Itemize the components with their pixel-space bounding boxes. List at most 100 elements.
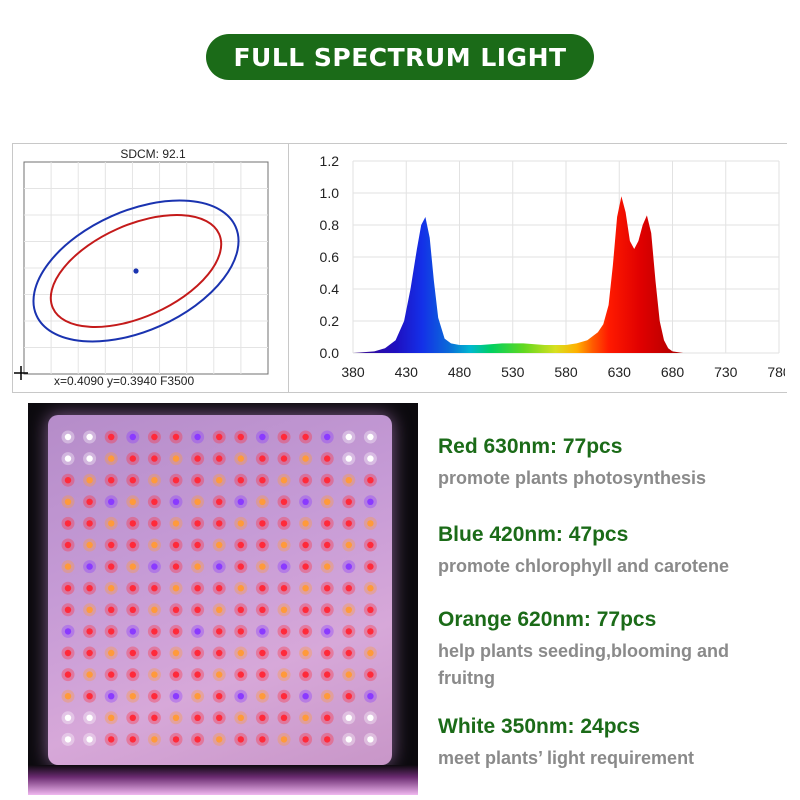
led — [237, 585, 244, 592]
frame-edge — [12, 144, 13, 392]
led — [129, 714, 136, 721]
led — [151, 736, 158, 743]
led — [86, 498, 93, 505]
led — [302, 498, 309, 505]
led — [172, 606, 180, 613]
led — [172, 736, 180, 743]
led — [194, 477, 201, 484]
led — [237, 714, 244, 721]
led — [367, 606, 374, 613]
led — [345, 563, 352, 570]
led — [64, 433, 72, 441]
led — [367, 649, 374, 657]
led — [345, 520, 352, 527]
led — [172, 714, 180, 721]
led — [108, 433, 115, 441]
led — [237, 736, 244, 743]
spec-description: promote plants photosynthesis — [438, 468, 707, 488]
led — [216, 541, 223, 549]
led — [129, 736, 136, 743]
chart-footer: x=0.4090 y=0.3940 F3500 — [54, 374, 194, 388]
led — [64, 736, 72, 743]
led — [345, 714, 352, 721]
led — [172, 541, 180, 549]
led — [129, 455, 136, 462]
led — [259, 520, 266, 527]
led — [194, 541, 201, 549]
led — [129, 477, 136, 484]
led — [151, 585, 158, 592]
led — [324, 671, 331, 678]
led — [237, 477, 244, 484]
y-tick-label: 0.0 — [320, 345, 340, 361]
y-tick-label: 0.2 — [320, 313, 340, 329]
led — [345, 498, 352, 505]
crosshair-icon — [14, 366, 28, 380]
led — [345, 649, 352, 657]
led — [86, 455, 93, 462]
led — [237, 433, 244, 441]
led — [345, 693, 352, 700]
led — [151, 541, 158, 549]
y-tick-label: 1.0 — [320, 185, 340, 201]
led — [324, 433, 331, 441]
led — [237, 541, 244, 549]
led — [64, 693, 72, 700]
y-tick-label: 0.8 — [320, 217, 340, 233]
led — [216, 455, 223, 462]
led — [64, 649, 72, 657]
led — [151, 649, 158, 657]
x-axis-ticks: 380 430 480 530 580 630 680 730 780 — [341, 364, 785, 380]
led — [151, 433, 158, 441]
x-tick-label: 380 — [341, 364, 365, 380]
led — [172, 498, 180, 505]
x-tick-label: 630 — [608, 364, 632, 380]
led — [86, 736, 93, 743]
led — [86, 541, 93, 549]
led — [280, 585, 288, 592]
led — [194, 649, 201, 657]
led — [302, 585, 309, 592]
led — [108, 541, 115, 549]
led — [324, 541, 331, 549]
spec-orange: Orange 620nm: 77pcs help plants seeding,… — [438, 608, 788, 692]
led — [129, 606, 136, 613]
led — [367, 563, 374, 570]
chart-divider — [288, 144, 289, 392]
led — [237, 498, 244, 505]
led — [64, 477, 72, 484]
led — [259, 455, 266, 462]
led — [302, 606, 309, 613]
led — [194, 585, 201, 592]
led — [172, 649, 180, 657]
led — [86, 671, 93, 678]
spec-title: Orange 620nm: 77pcs — [438, 608, 657, 631]
led — [108, 520, 115, 527]
led — [324, 563, 331, 570]
led — [324, 455, 331, 462]
led — [129, 498, 136, 505]
led — [280, 498, 288, 505]
x-tick-label: 580 — [554, 364, 578, 380]
led — [302, 693, 309, 700]
led — [194, 736, 201, 743]
spec-title: Red 630nm: 77pcs — [438, 435, 623, 458]
led — [302, 714, 309, 721]
led — [216, 736, 223, 743]
led — [129, 671, 136, 678]
spec-red: Red 630nm: 77pcs promote plants photosyn… — [438, 435, 788, 492]
led — [280, 541, 288, 549]
led — [280, 736, 288, 743]
led — [108, 714, 115, 721]
led — [64, 714, 72, 721]
led — [64, 628, 72, 635]
led — [108, 671, 115, 678]
led — [367, 736, 374, 743]
led — [151, 628, 158, 635]
led — [216, 498, 223, 505]
led — [259, 736, 266, 743]
led — [64, 671, 72, 678]
led — [280, 563, 288, 570]
led — [324, 477, 331, 484]
led — [324, 628, 331, 635]
